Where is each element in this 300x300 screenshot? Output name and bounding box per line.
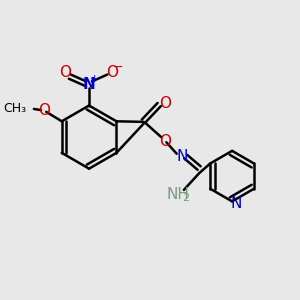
Text: N: N: [230, 196, 242, 211]
Text: O: O: [106, 65, 119, 80]
Text: NH: NH: [166, 187, 189, 202]
Text: O: O: [38, 103, 50, 118]
Text: 2: 2: [182, 193, 189, 203]
Text: O: O: [59, 65, 71, 80]
Text: −: −: [113, 61, 124, 74]
Text: N: N: [176, 149, 188, 164]
Text: +: +: [90, 74, 100, 84]
Text: O: O: [159, 134, 171, 148]
Text: O: O: [159, 96, 171, 111]
Text: N: N: [83, 77, 95, 92]
Text: CH₃: CH₃: [4, 102, 27, 115]
